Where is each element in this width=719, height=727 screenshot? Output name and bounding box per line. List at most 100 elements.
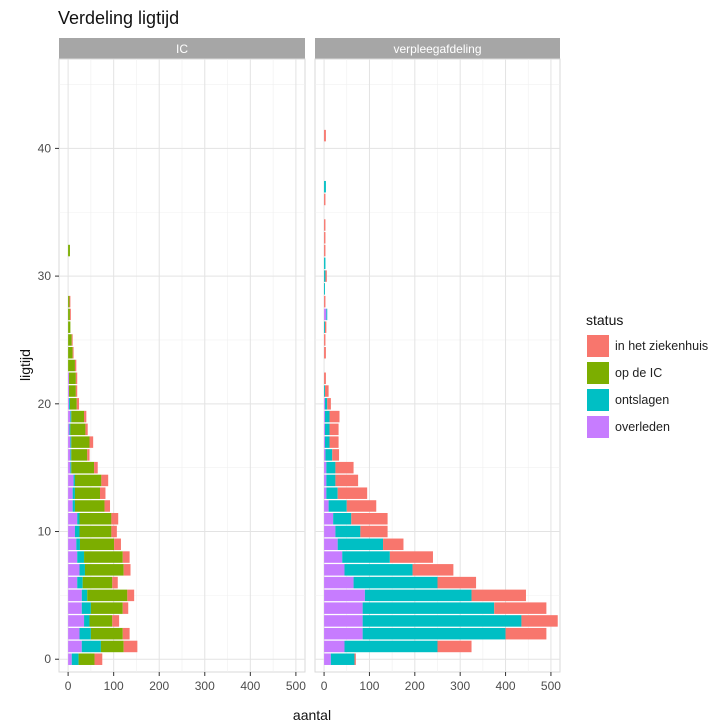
bar-in-het-ziekenhuis-ic-y14 <box>101 474 109 487</box>
bar-overleden-verpleegafdeling-y5 <box>324 589 365 602</box>
bar-overleden-ic-y22 <box>68 372 70 385</box>
bar-in-het-ziekenhuis-ic-y10 <box>111 525 117 538</box>
x-tick-label: 100 <box>359 679 379 693</box>
bar-overleden-verpleegafdeling-y0 <box>324 653 331 665</box>
bar-ontslagen-verpleegafdeling-y18 <box>324 423 330 436</box>
x-tick-label: 300 <box>450 679 470 693</box>
bar-overleden-verpleegafdeling-y15 <box>324 461 327 474</box>
bar-ontslagen-verpleegafdeling-y30 <box>324 270 326 282</box>
legend-key-in-het-ziekenhuis <box>587 335 609 357</box>
bar-in-het-ziekenhuis-verpleegafdeling-y26 <box>324 321 327 333</box>
bar-in-het-ziekenhuis-ic-y19 <box>84 410 87 423</box>
bar-in-het-ziekenhuis-verpleegafdeling-y9 <box>383 538 404 551</box>
bar-op-de-ic-ic-y26 <box>68 321 71 333</box>
bar-ontslagen-verpleegafdeling-y0 <box>330 653 355 665</box>
bar-in-het-ziekenhuis-ic-y5 <box>127 589 135 602</box>
bar-overleden-verpleegafdeling-y17 <box>324 436 325 448</box>
bar-overleden-verpleegafdeling-y13 <box>324 487 327 499</box>
bar-overleden-ic-y17 <box>68 436 71 448</box>
bar-op-de-ic-ic-y0 <box>78 653 95 665</box>
bar-in-het-ziekenhuis-ic-y2 <box>122 627 130 640</box>
bar-ontslagen-verpleegafdeling-y14 <box>326 474 336 487</box>
bar-op-de-ic-ic-y17 <box>71 436 90 448</box>
facet-strip-label: verpleegafdeling <box>393 42 481 56</box>
bar-ontslagen-verpleegafdeling-y27 <box>326 308 328 321</box>
bar-ontslagen-verpleegafdeling-y8 <box>342 551 390 563</box>
facet-strip <box>315 38 560 59</box>
bar-ontslagen-ic-y9 <box>76 538 80 551</box>
bar-in-het-ziekenhuis-ic-y12 <box>104 500 111 512</box>
bar-ontslagen-verpleegafdeling-y19 <box>324 410 330 423</box>
bar-op-de-ic-ic-y6 <box>82 576 113 589</box>
x-tick-label: 400 <box>496 679 516 693</box>
bar-in-het-ziekenhuis-ic-y27 <box>69 308 71 321</box>
bar-in-het-ziekenhuis-verpleegafdeling-y2 <box>505 627 547 640</box>
bar-in-het-ziekenhuis-ic-y11 <box>111 513 119 525</box>
bar-ontslagen-verpleegafdeling-y10 <box>335 525 361 538</box>
bar-ontslagen-verpleegafdeling-y11 <box>333 513 352 525</box>
bar-op-de-ic-ic-y20 <box>69 398 77 410</box>
bar-overleden-ic-y5 <box>68 589 82 602</box>
bar-ontslagen-verpleegafdeling-y2 <box>362 627 506 640</box>
chart-title: Verdeling ligtijd <box>58 8 179 28</box>
bar-overleden-verpleegafdeling-y8 <box>324 551 343 563</box>
bar-ontslagen-ic-y17 <box>70 436 72 448</box>
bar-op-de-ic-ic-y3 <box>89 615 113 627</box>
bar-overleden-verpleegafdeling-y11 <box>324 513 334 525</box>
bar-overleden-verpleegafdeling-y6 <box>324 576 354 589</box>
bar-op-de-ic-ic-y28 <box>68 295 70 308</box>
y-tick-label: 40 <box>38 141 52 155</box>
bar-in-het-ziekenhuis-ic-y24 <box>72 346 74 359</box>
bar-op-de-ic-ic-y9 <box>79 538 115 551</box>
legend-label-op-de-ic: op de IC <box>615 366 662 380</box>
bar-in-het-ziekenhuis-verpleegafdeling-y34 <box>324 219 326 231</box>
panels-layer: IC 0 100 200 300 400 500 0 10 20 30 40 verpleegafdel… <box>38 38 561 693</box>
bar-in-het-ziekenhuis-ic-y28 <box>69 295 71 308</box>
bar-overleden-ic-y2 <box>68 627 80 640</box>
bar-in-het-ziekenhuis-ic-y9 <box>114 538 121 551</box>
bar-ontslagen-verpleegafdeling-y1 <box>344 640 438 653</box>
bar-in-het-ziekenhuis-ic-y4 <box>122 602 129 614</box>
x-tick-label: 0 <box>65 679 72 693</box>
bar-ontslagen-verpleegafdeling-y6 <box>353 576 438 589</box>
bar-in-het-ziekenhuis-ic-y8 <box>122 551 130 563</box>
legend: status in het ziekenhuis op de IC ontslage… <box>586 312 708 438</box>
bar-ontslagen-verpleegafdeling-y13 <box>326 487 338 499</box>
bar-ontslagen-ic-y10 <box>74 525 80 538</box>
bar-ontslagen-ic-y2 <box>79 627 91 640</box>
bar-in-het-ziekenhuis-ic-y25 <box>71 334 73 346</box>
bar-in-het-ziekenhuis-verpleegafdeling-y20 <box>327 398 331 410</box>
bar-in-het-ziekenhuis-ic-y3 <box>112 615 120 627</box>
bar-overleden-verpleegafdeling-y7 <box>324 564 345 576</box>
bar-op-de-ic-ic-y7 <box>84 564 124 576</box>
bar-overleden-ic-y18 <box>68 423 70 436</box>
bar-in-het-ziekenhuis-verpleegafdeling-y21 <box>324 385 329 397</box>
bar-in-het-ziekenhuis-verpleegafdeling-y28 <box>324 295 326 308</box>
bar-overleden-verpleegafdeling-y18 <box>324 423 325 436</box>
bar-overleden-ic-y10 <box>68 525 75 538</box>
bar-in-het-ziekenhuis-ic-y18 <box>85 423 88 436</box>
x-tick-label: 100 <box>104 679 124 693</box>
x-tick-label: 500 <box>541 679 561 693</box>
bar-overleden-ic-y19 <box>68 410 71 423</box>
bar-in-het-ziekenhuis-verpleegafdeling-y24 <box>324 346 326 359</box>
y-tick-label: 30 <box>38 269 52 283</box>
bar-overleden-verpleegafdeling-y2 <box>324 627 363 640</box>
bar-op-de-ic-ic-y10 <box>79 525 112 538</box>
bar-in-het-ziekenhuis-ic-y1 <box>123 640 138 653</box>
bar-in-het-ziekenhuis-verpleegafdeling-y10 <box>360 525 388 538</box>
bar-overleden-ic-y16 <box>68 449 71 461</box>
bar-op-de-ic-ic-y24 <box>68 346 73 359</box>
bar-overleden-ic-y9 <box>68 538 77 551</box>
bar-ontslagen-ic-y7 <box>79 564 85 576</box>
bar-in-het-ziekenhuis-ic-y15 <box>94 461 98 474</box>
bar-overleden-ic-y0 <box>68 653 72 665</box>
bar-ontslagen-ic-y19 <box>70 410 72 423</box>
bar-op-de-ic-ic-y25 <box>68 334 72 346</box>
bar-in-het-ziekenhuis-verpleegafdeling-y36 <box>324 193 326 206</box>
bar-overleden-ic-y4 <box>68 602 82 614</box>
facet-strip-label: IC <box>176 42 188 56</box>
bar-ontslagen-verpleegafdeling-y12 <box>328 500 347 512</box>
bar-op-de-ic-ic-y8 <box>84 551 123 563</box>
bar-op-de-ic-ic-y18 <box>70 423 86 436</box>
